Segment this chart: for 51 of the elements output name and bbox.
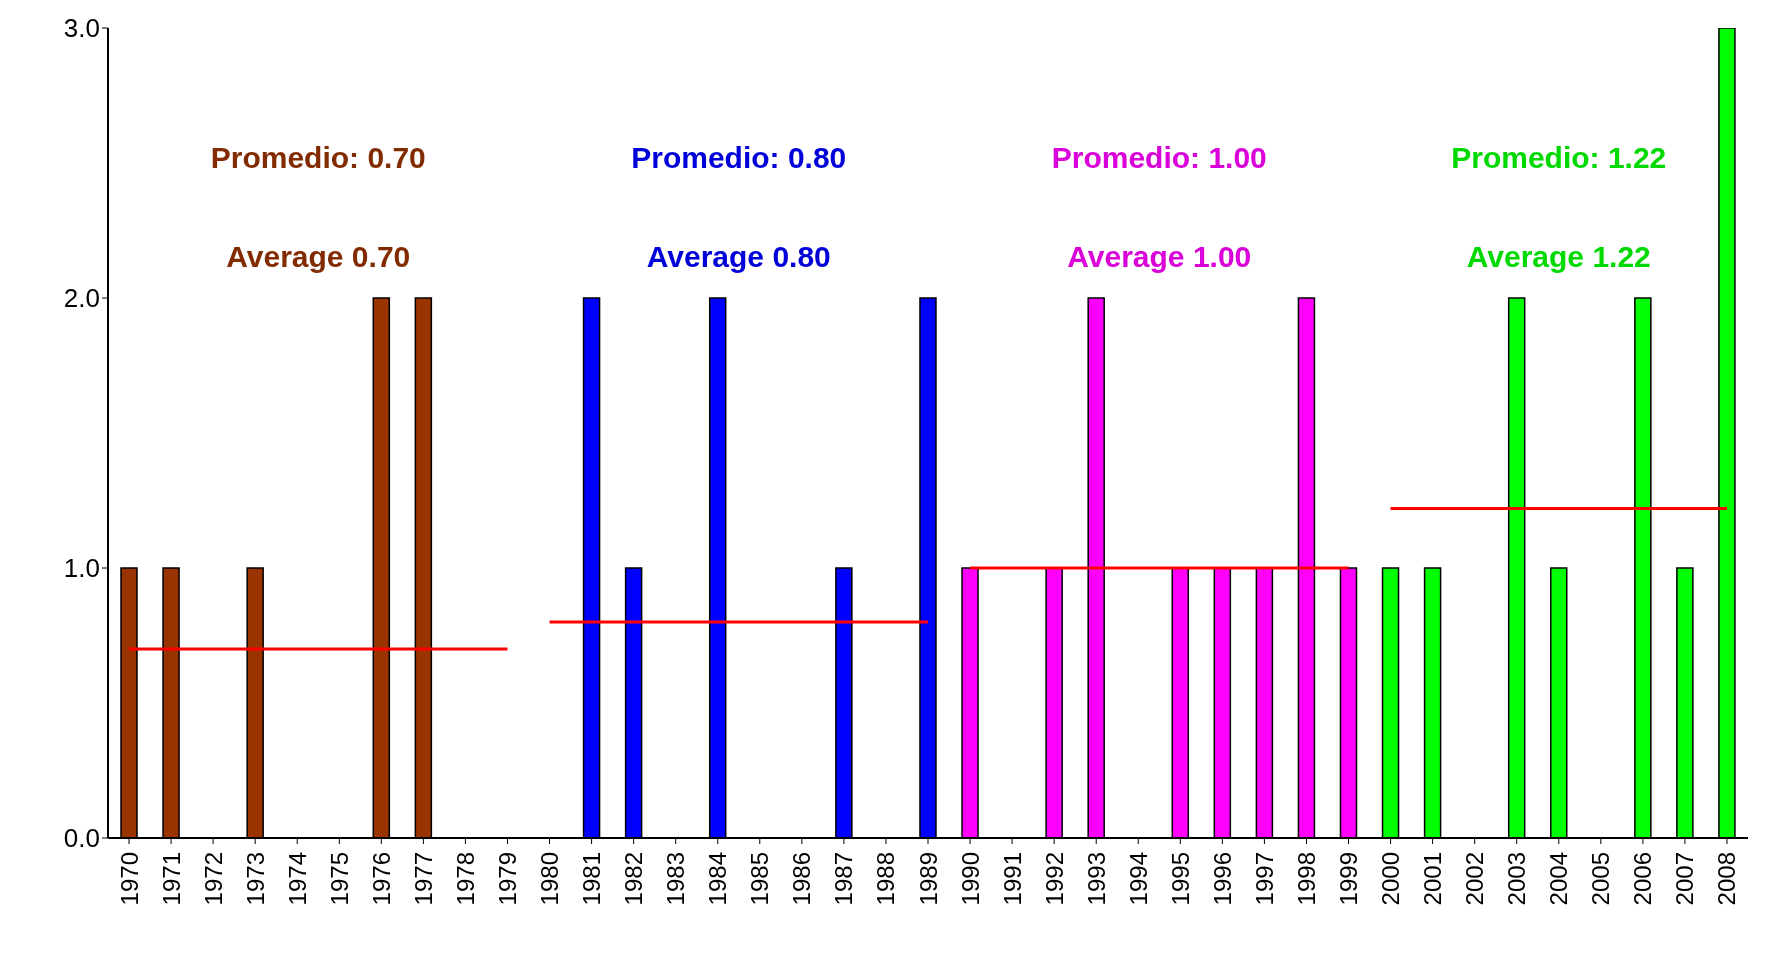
x-tick-label: 1979 bbox=[493, 852, 521, 906]
x-tick-label: 1996 bbox=[1208, 852, 1236, 906]
x-tick-label: 1986 bbox=[788, 852, 816, 906]
x-tick-label: 1972 bbox=[199, 852, 227, 906]
annotation: Average 0.70 bbox=[225, 240, 412, 275]
y-tick-label: 0.0 bbox=[63, 823, 100, 854]
x-tick-label: 1970 bbox=[115, 852, 143, 906]
x-tick-label: 1983 bbox=[662, 852, 690, 906]
x-tick-label: 1990 bbox=[956, 852, 984, 906]
x-tick-label: 1980 bbox=[536, 852, 564, 906]
x-tick-label: 1984 bbox=[704, 852, 732, 906]
annotation: Promedio: 1.00 bbox=[1050, 140, 1268, 175]
x-tick-label: 2008 bbox=[1713, 852, 1741, 906]
x-tick-label: 1995 bbox=[1166, 852, 1194, 906]
x-tick-label: 1998 bbox=[1292, 852, 1320, 906]
x-tick-label: 1999 bbox=[1335, 852, 1363, 906]
x-tick-label: 1973 bbox=[241, 852, 269, 906]
x-tick-label: 2004 bbox=[1545, 852, 1573, 906]
y-tick-label: 2.0 bbox=[63, 283, 100, 314]
annotation: Average 0.80 bbox=[645, 240, 832, 275]
x-tick-label: 1982 bbox=[620, 852, 648, 906]
x-tick-label: 2006 bbox=[1629, 852, 1657, 906]
x-tick-label: 1991 bbox=[998, 852, 1026, 906]
x-tick-label: 1976 bbox=[367, 852, 395, 906]
x-tick-label: 2000 bbox=[1377, 852, 1405, 906]
x-tick-label: 1989 bbox=[914, 852, 942, 906]
y-tick-label: 1.0 bbox=[63, 553, 100, 584]
x-tick-label: 1978 bbox=[451, 852, 479, 906]
x-tick-label: 1974 bbox=[283, 852, 311, 906]
x-tick-label: 1975 bbox=[325, 852, 353, 906]
x-tick-label: 1981 bbox=[578, 852, 606, 906]
x-tick-label: 2005 bbox=[1587, 852, 1615, 906]
annotation: Promedio: 1.22 bbox=[1450, 140, 1668, 175]
x-tick-label: 1977 bbox=[409, 852, 437, 906]
x-tick-label: 1992 bbox=[1040, 852, 1068, 906]
annotation: Promedio: 0.70 bbox=[209, 140, 427, 175]
annotation: Average 1.00 bbox=[1066, 240, 1253, 275]
x-tick-label: 2007 bbox=[1671, 852, 1699, 906]
x-tick-label: 1997 bbox=[1250, 852, 1278, 906]
x-tick-label: 1988 bbox=[872, 852, 900, 906]
x-tick-label: 1985 bbox=[746, 852, 774, 906]
y-tick-label: 3.0 bbox=[63, 13, 100, 44]
annotation: Average 1.22 bbox=[1465, 240, 1652, 275]
annotation: Promedio: 0.80 bbox=[630, 140, 848, 175]
x-tick-label: 1971 bbox=[157, 852, 185, 906]
x-tick-label: 1994 bbox=[1124, 852, 1152, 906]
x-tick-label: 1987 bbox=[830, 852, 858, 906]
x-tick-label: 2001 bbox=[1419, 852, 1447, 906]
x-tick-label: 1993 bbox=[1082, 852, 1110, 906]
x-tick-label: 2003 bbox=[1503, 852, 1531, 906]
x-tick-label: 2002 bbox=[1461, 852, 1489, 906]
